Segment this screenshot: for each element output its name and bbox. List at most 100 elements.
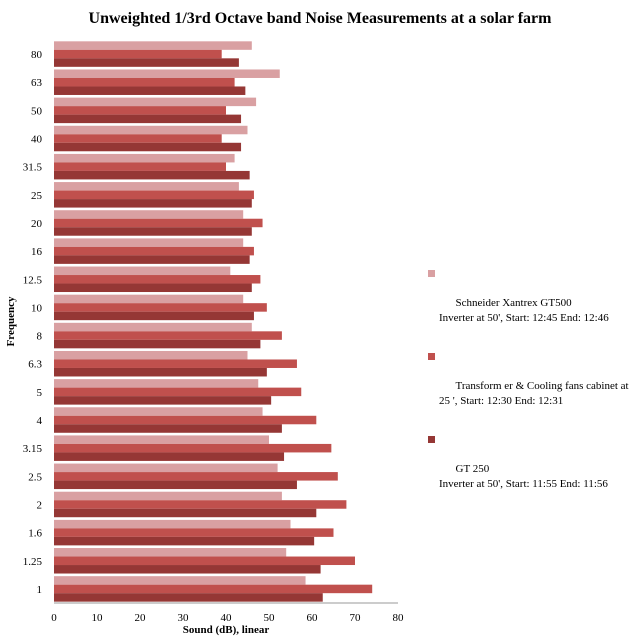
bar <box>54 190 254 200</box>
legend-swatch-3 <box>428 436 435 443</box>
y-tick-label: 40 <box>31 134 43 146</box>
x-tick-label: 10 <box>92 612 104 624</box>
x-tick-label: 50 <box>264 612 276 624</box>
bar <box>54 528 334 537</box>
legend-item-2: Transform er & Cooling fans cabinet at 2… <box>428 349 638 424</box>
bar <box>54 283 252 293</box>
bar <box>54 576 306 585</box>
bar <box>54 396 272 405</box>
y-tick-label: 2.5 <box>28 471 42 483</box>
x-axis-label: Sound (dB), linear <box>183 624 270 636</box>
y-tick-label: 8 <box>37 331 43 343</box>
x-tick-label: 40 <box>221 612 233 624</box>
y-tick-label: 1.6 <box>28 528 42 540</box>
bar <box>54 443 332 453</box>
legend-label-2: Transform er & Cooling fans cabinet at 2… <box>439 380 629 407</box>
bar <box>54 508 317 518</box>
bar <box>54 69 280 78</box>
bar <box>54 593 323 602</box>
y-tick-label: 1.25 <box>23 556 43 568</box>
bar <box>54 367 267 377</box>
bar <box>54 294 244 304</box>
y-tick-label: 3.15 <box>23 443 43 455</box>
bar <box>54 134 222 143</box>
bar <box>54 491 282 501</box>
bar <box>54 424 282 433</box>
legend-label-3: GT 250 Inverter at 50', Start: 11:55 End… <box>439 463 608 490</box>
bar <box>54 255 250 264</box>
bar <box>54 58 239 67</box>
x-tick-label: 30 <box>178 612 190 624</box>
y-tick-label: 31.5 <box>23 162 43 174</box>
bar <box>54 519 291 529</box>
bar <box>54 153 235 163</box>
bar <box>54 415 317 425</box>
bar <box>54 548 287 557</box>
y-tick-label: 63 <box>31 77 43 89</box>
y-tick-label: 25 <box>31 190 43 202</box>
y-tick-label: 80 <box>31 49 43 61</box>
y-tick-label: 20 <box>31 218 43 230</box>
bar <box>54 218 263 228</box>
y-tick-label: 6.3 <box>28 359 42 371</box>
legend-item-3: GT 250 Inverter at 50', Start: 11:55 End… <box>428 432 638 507</box>
bar <box>54 199 252 208</box>
y-tick-label: 1 <box>37 584 43 596</box>
bar <box>54 266 231 276</box>
bar <box>54 311 254 321</box>
bar <box>54 238 244 247</box>
bar <box>54 359 297 368</box>
bar <box>54 97 257 107</box>
bar <box>54 114 242 124</box>
bar <box>54 435 269 444</box>
bar <box>54 303 267 312</box>
bar <box>54 407 263 416</box>
bar <box>54 480 297 490</box>
bar <box>54 275 261 284</box>
bar <box>54 331 282 340</box>
y-tick-label: 12.5 <box>23 274 43 286</box>
bar <box>54 227 252 236</box>
bar <box>54 86 246 95</box>
bar <box>54 556 355 566</box>
chart-title: Unweighted 1/3rd Octave band Noise Measu… <box>88 10 552 27</box>
legend: Schneider Xantrex GT500 Inverter at 50',… <box>428 266 638 515</box>
bar <box>54 125 248 135</box>
x-tick-label: 20 <box>135 612 147 624</box>
bar <box>54 162 226 171</box>
bar <box>54 379 259 388</box>
bar <box>54 210 244 219</box>
bar <box>54 387 302 397</box>
bar <box>54 536 315 546</box>
bar <box>54 500 347 509</box>
y-axis-label: Frequency <box>5 296 17 346</box>
bar <box>54 463 278 473</box>
y-tick-label: 2 <box>37 499 43 511</box>
bar <box>54 49 222 59</box>
y-tick-label: 5 <box>37 387 43 399</box>
bar <box>54 584 373 594</box>
bar <box>54 350 248 360</box>
x-tick-label: 80 <box>393 612 405 624</box>
bar <box>54 142 242 152</box>
bar <box>54 322 252 332</box>
y-tick-label: 16 <box>31 246 43 258</box>
bar <box>54 452 285 461</box>
y-tick-label: 4 <box>37 415 43 427</box>
bar <box>54 170 250 180</box>
bar <box>54 565 321 574</box>
x-tick-label: 60 <box>307 612 319 624</box>
y-tick-label: 50 <box>31 105 43 117</box>
bar <box>54 339 261 349</box>
legend-item-1: Schneider Xantrex GT500 Inverter at 50',… <box>428 266 638 341</box>
bar <box>54 472 338 481</box>
y-tick-label: 10 <box>31 302 43 314</box>
x-tick-label: 70 <box>350 612 362 624</box>
legend-label-1: Schneider Xantrex GT500 Inverter at 50',… <box>439 297 609 324</box>
bar <box>54 41 252 50</box>
bar <box>54 106 226 115</box>
bar <box>54 246 254 256</box>
x-tick-label: 0 <box>51 612 57 624</box>
